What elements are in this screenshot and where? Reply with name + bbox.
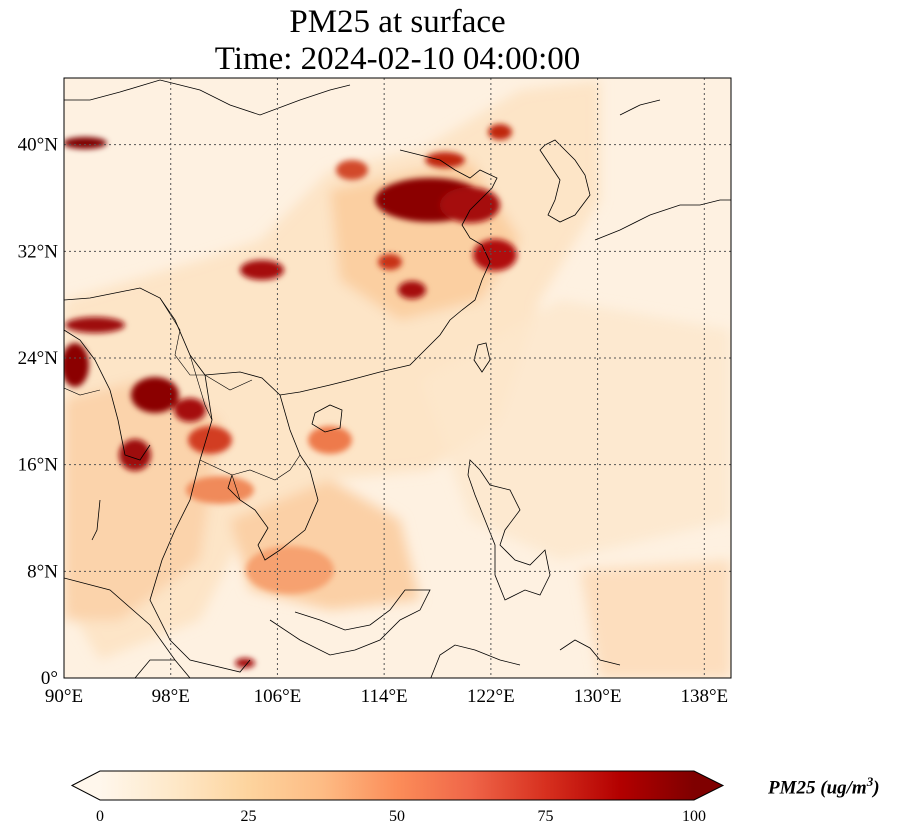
colorbar: 0 25 50 75 100 [70, 770, 725, 825]
colorbar-label: PM25 (ug/m3) [768, 774, 880, 799]
country-borders [64, 297, 301, 501]
colorbar-tick-label: 100 [682, 808, 706, 825]
colorbar-label-end: ) [873, 777, 880, 799]
colorbar-tick-label: 50 [389, 808, 405, 825]
lat-tick-label: 40°N [18, 135, 59, 156]
lat-tick-label: 8°N [27, 561, 58, 582]
colorbar-outline [70, 770, 725, 801]
colorbar-tick-label: 75 [538, 808, 554, 825]
colorbar-tick-label: 25 [241, 808, 257, 825]
colorbar-ticks: 0 25 50 75 100 [96, 808, 706, 825]
lat-tick-label: 0° [41, 668, 58, 689]
map-frame [63, 77, 732, 679]
longitude-labels: 90°E 98°E 106°E 114°E 122°E 130°E 138°E [45, 686, 728, 707]
map-area [64, 78, 731, 678]
colorbar-gradient [100, 771, 694, 800]
colorbar-tick-label: 0 [96, 808, 104, 825]
lon-tick-label: 90°E [45, 686, 83, 707]
coastlines [64, 79, 731, 678]
colorbar-extend-low [72, 771, 100, 800]
lon-tick-label: 98°E [152, 686, 190, 707]
latitude-labels: 0° 8°N 16°N 24°N 32°N 40°N [18, 135, 59, 689]
lat-tick-label: 32°N [18, 241, 59, 262]
lon-tick-label: 130°E [574, 686, 622, 707]
lat-tick-label: 24°N [18, 348, 59, 369]
map-gridlines [64, 78, 731, 678]
lon-tick-label: 122°E [467, 686, 515, 707]
chart-title-line1: PM25 at surface [289, 4, 506, 40]
chart-title-line2: Time: 2024-02-10 04:00:00 [214, 41, 581, 77]
lat-tick-label: 16°N [18, 455, 59, 476]
colorbar-label-text: PM25 (ug/m [768, 777, 867, 799]
colorbar-label-superscript: 3 [866, 774, 874, 789]
lon-tick-label: 138°E [680, 686, 728, 707]
lon-tick-label: 114°E [361, 686, 408, 707]
colorbar-extend-high [694, 771, 723, 800]
lon-tick-label: 106°E [254, 686, 302, 707]
